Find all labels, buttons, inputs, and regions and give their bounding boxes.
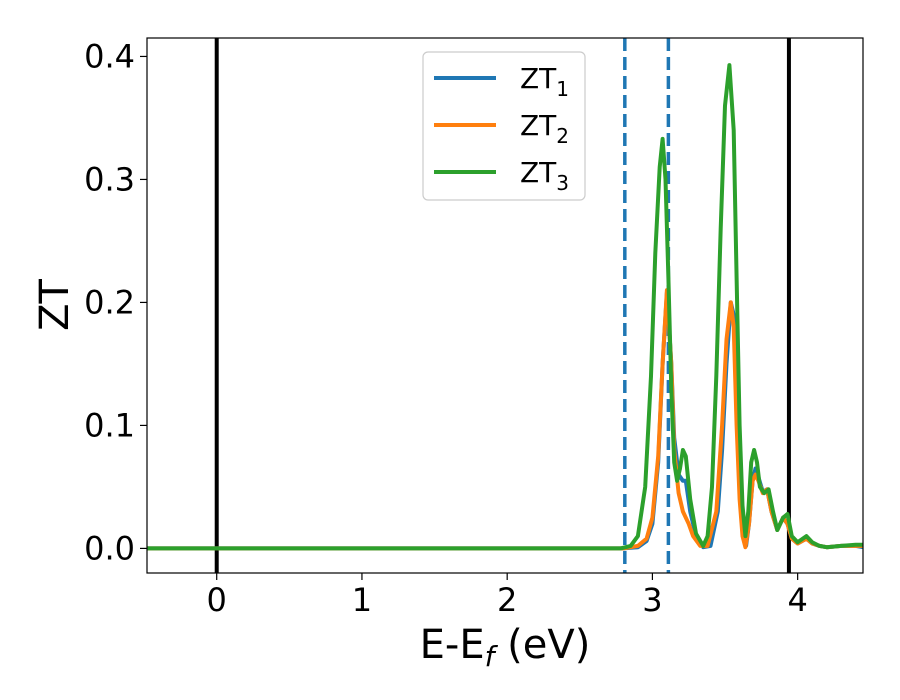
- x-axis: 0 1 2 3 4: [207, 573, 808, 619]
- series-group: [147, 63, 863, 551]
- y-axis: 0.0 0.1 0.2 0.3 0.4: [84, 37, 147, 567]
- x-tick-label: 4: [787, 581, 807, 619]
- x-tick-label: 2: [497, 581, 517, 619]
- x-tick-label: 1: [352, 581, 372, 619]
- x-tick-label: 3: [642, 581, 662, 619]
- legend-label-3: ZT3: [520, 156, 569, 195]
- legend-label-1: ZT1: [520, 62, 569, 101]
- series-line-2: [147, 288, 863, 551]
- plot-frame: [146, 37, 864, 574]
- x-tick-label: 0: [207, 581, 227, 619]
- y-tick-label: 0.4: [84, 37, 135, 75]
- y-tick-label: 0.2: [84, 283, 135, 321]
- x-axis-label: E-Ef (eV): [420, 622, 591, 673]
- legend: ZT1 ZT2 ZT3: [422, 51, 586, 201]
- reference-lines: [214, 38, 791, 573]
- series-line-1: [147, 290, 863, 551]
- x-axis-label-tail: (eV): [494, 622, 590, 668]
- series-line-3: [147, 63, 863, 551]
- legend-label-2: ZT2: [520, 109, 569, 148]
- y-tick-label: 0.1: [84, 406, 135, 444]
- y-axis-label: ZT: [32, 279, 78, 331]
- x-axis-label-main: E-E: [420, 622, 485, 668]
- y-tick-label: 0.3: [84, 160, 135, 198]
- y-tick-label: 0.0: [84, 529, 135, 567]
- legend-box: [422, 51, 586, 201]
